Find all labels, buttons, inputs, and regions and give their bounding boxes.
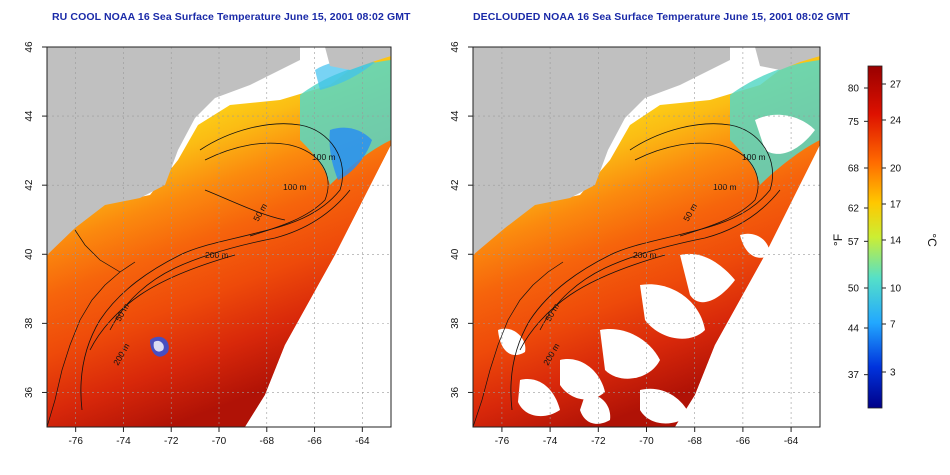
sst-field-left	[47, 56, 391, 427]
contour-label: 200 m	[633, 250, 657, 260]
lon-tick-label: -74	[543, 436, 558, 447]
axis-ticks-left: -76 -74 -72 -70 -68 -66 -64 46 44 42 40 38 36	[24, 41, 370, 447]
map-left: 100 m 100 m 50 m 200 m 50 m 200 m -76 -74…	[24, 41, 392, 447]
celsius-unit-label: °C	[925, 233, 939, 247]
lat-tick-label: 42	[450, 179, 461, 191]
lat-tick-label: 40	[24, 248, 35, 260]
lon-tick-label: -64	[784, 436, 799, 447]
map-title-right: DECLOUDED NOAA 16 Sea Surface Temperatur…	[473, 11, 851, 23]
no-data-left	[245, 145, 391, 427]
celsius-tick-label: 3	[890, 368, 896, 379]
coastline-left	[47, 229, 136, 427]
lon-tick-label: -72	[164, 436, 179, 447]
lon-tick-label: -64	[355, 436, 370, 447]
lon-tick-label: -72	[591, 436, 606, 447]
lat-tick-label: 40	[450, 248, 461, 260]
sst-field-right	[473, 56, 820, 427]
cold-water-core-left	[329, 127, 372, 180]
cloud-speckle-left	[153, 340, 164, 352]
celsius-tick-label: 7	[890, 320, 896, 331]
lon-tick-label: -76	[68, 436, 83, 447]
axis-ticks-right: -76 -74 -72 -70 -68 -66 -64 46 44 42 40 38 36	[450, 41, 799, 447]
lat-tick-label: 38	[450, 317, 461, 329]
celsius-tick-label: 27	[890, 80, 902, 91]
celsius-tick-label: 10	[890, 284, 902, 295]
fahrenheit-tick-label: 37	[848, 370, 860, 381]
fahrenheit-tick-label: 68	[848, 164, 860, 175]
lat-tick-label: 44	[24, 110, 35, 122]
colorbar-ticks: 80 75 68 62 57 50 44 37 27 24 20 17 14 10 7 3	[848, 80, 902, 382]
land-right	[473, 47, 730, 255]
lat-tick-label: 36	[24, 386, 35, 398]
lat-tick-label: 42	[24, 179, 35, 191]
fahrenheit-tick-label: 50	[848, 284, 860, 295]
land-left	[47, 47, 300, 255]
lat-tick-label: 38	[24, 317, 35, 329]
lat-tick-label: 44	[450, 110, 461, 122]
cold-water-edge-left	[315, 60, 375, 90]
lon-tick-label: -68	[687, 436, 702, 447]
fahrenheit-tick-label: 62	[848, 204, 860, 215]
colorbar-gradient	[867, 65, 883, 409]
contour-label: 100 m	[312, 152, 336, 162]
celsius-tick-label: 24	[890, 116, 902, 127]
contour-label: 100 m	[742, 152, 766, 162]
lon-tick-label: -70	[639, 436, 654, 447]
colorbar: 80 75 68 62 57 50 44 37 27 24 20 17 14 10 7 3 °F °C	[831, 65, 939, 409]
bathymetry-contours-left	[80, 123, 351, 411]
celsius-tick-label: 14	[890, 236, 902, 247]
lat-tick-label: 46	[24, 41, 35, 53]
lon-tick-label: -68	[260, 436, 275, 447]
bathymetry-contours-right	[510, 123, 781, 411]
celsius-tick-label: 17	[890, 200, 902, 211]
lon-tick-label: -66	[736, 436, 751, 447]
contour-label: 100 m	[283, 182, 307, 192]
lon-tick-label: -74	[116, 436, 131, 447]
contour-label: 200 m	[205, 250, 229, 260]
celsius-tick-label: 20	[890, 164, 902, 175]
fahrenheit-tick-label: 44	[848, 324, 860, 335]
land-nova-scotia-right	[755, 47, 820, 70]
lat-tick-label: 36	[450, 386, 461, 398]
coastline-right	[473, 261, 564, 427]
lon-tick-label: -76	[495, 436, 510, 447]
lat-tick-label: 46	[450, 41, 461, 53]
fahrenheit-tick-label: 57	[848, 237, 860, 248]
cold-water-left	[300, 60, 391, 185]
fahrenheit-unit-label: °F	[831, 234, 845, 246]
map-title-left: RU COOL NOAA 16 Sea Surface Temperature …	[52, 11, 411, 23]
declouded-gaps-right	[498, 114, 820, 427]
lon-tick-label: -66	[307, 436, 322, 447]
grid-right	[473, 46, 820, 427]
land-nova-scotia-left	[325, 47, 391, 70]
lon-tick-label: -70	[212, 436, 227, 447]
contour-label: 100 m	[713, 182, 737, 192]
fahrenheit-tick-label: 80	[848, 84, 860, 95]
fahrenheit-tick-label: 75	[848, 117, 860, 128]
map-right: 100 m 100 m 50 m 200 m 50 m 200 m -76 -74…	[450, 41, 821, 447]
